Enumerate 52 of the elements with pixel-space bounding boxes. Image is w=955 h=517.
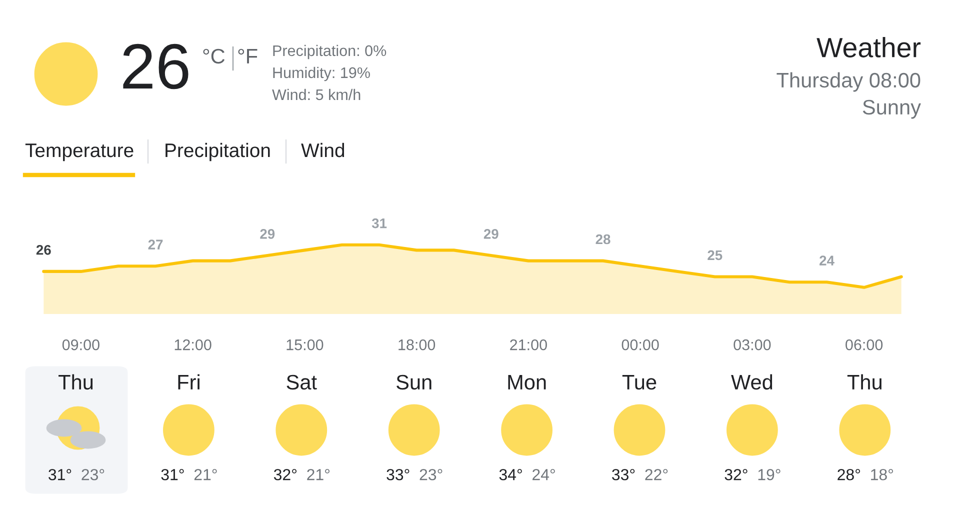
text: 33° bbox=[612, 468, 635, 480]
text: °C bbox=[203, 48, 225, 64]
annotation: Sat bbox=[286, 374, 317, 390]
annotation: Thu bbox=[58, 374, 93, 390]
x-tick-label: 06:00 bbox=[846, 339, 883, 350]
x-tick-label: 00:00 bbox=[622, 339, 659, 350]
text: 32° bbox=[274, 468, 297, 480]
annotation: Wed bbox=[731, 374, 772, 390]
chart-title: Weather bbox=[816, 37, 921, 58]
annotation: Sun bbox=[396, 374, 432, 390]
data-label: 31 bbox=[372, 218, 387, 228]
text: Precipitation bbox=[166, 142, 270, 162]
text: Temperature bbox=[25, 144, 134, 162]
annotation: Tue bbox=[622, 375, 656, 390]
x-tick-label: 18:00 bbox=[398, 339, 436, 350]
data-label: 29 bbox=[484, 229, 498, 239]
data-label: 25 bbox=[708, 250, 722, 260]
text: 19° bbox=[758, 468, 780, 480]
text: 34° bbox=[499, 468, 522, 480]
annotation: Mon bbox=[508, 375, 546, 390]
text: Wind bbox=[301, 142, 344, 158]
x-tick-label: 15:00 bbox=[286, 339, 324, 350]
x-tick-label: 09:00 bbox=[62, 339, 100, 350]
text: 23° bbox=[420, 468, 442, 480]
data-label: 26 bbox=[36, 244, 51, 255]
text: 26 bbox=[123, 44, 188, 90]
x-tick-label: 21:00 bbox=[510, 339, 547, 350]
text: 31° bbox=[48, 468, 72, 480]
text: 33° bbox=[386, 468, 410, 480]
text: 22° bbox=[645, 468, 668, 480]
annotation: Fri bbox=[178, 374, 200, 390]
text: Humidity: 19% bbox=[273, 66, 370, 82]
data-label: 24 bbox=[820, 256, 834, 266]
text: 32° bbox=[724, 468, 748, 480]
text: 24° bbox=[532, 468, 555, 480]
data-label: 28 bbox=[596, 234, 610, 244]
x-tick-label: 03:00 bbox=[734, 339, 771, 350]
data-label: 27 bbox=[148, 240, 163, 250]
data-label: 29 bbox=[260, 229, 275, 239]
text: 21° bbox=[194, 468, 217, 480]
text: 23° bbox=[82, 468, 104, 480]
annotation: Thu bbox=[847, 374, 882, 390]
text: °F bbox=[238, 48, 258, 64]
text: 21° bbox=[307, 468, 330, 480]
text: 18° bbox=[871, 468, 894, 480]
text: Sunny bbox=[862, 100, 921, 119]
chart-subtitle: Thursday 08:00 bbox=[776, 72, 920, 92]
text: Precipitation: 0% bbox=[273, 44, 386, 60]
text: 31° bbox=[161, 468, 184, 480]
text: 28° bbox=[838, 468, 860, 480]
text: Wind: 5 km/h bbox=[272, 88, 360, 100]
x-tick-label: 12:00 bbox=[174, 339, 212, 350]
